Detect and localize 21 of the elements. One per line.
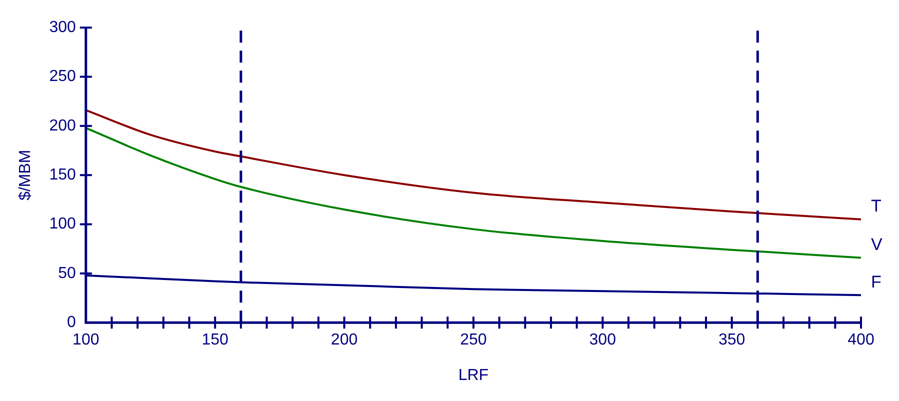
x-tick-label: 300 (589, 332, 616, 349)
x-tick-label: 100 (72, 332, 100, 349)
series-label: F (871, 272, 882, 292)
y-tick-label: 100 (49, 216, 76, 233)
line-series (86, 109, 861, 220)
y-tick-label: 150 (49, 166, 76, 184)
x-tick-label: 250 (460, 332, 487, 349)
line-series (86, 126, 861, 259)
series-label: T (871, 196, 882, 216)
x-axis-title: LRF (458, 366, 489, 384)
y-tick-label: 200 (49, 117, 76, 134)
x-tick-label: 200 (330, 332, 358, 349)
x-tick-label: 350 (718, 332, 746, 349)
y-tick-label: 0 (66, 314, 76, 332)
y-tick-label: 250 (49, 68, 76, 86)
y-axis-title: $/MBM (17, 150, 34, 200)
x-tick-label: 150 (202, 332, 229, 349)
x-tick-label: 400 (848, 332, 874, 349)
series-label: V (871, 234, 883, 254)
y-tick-label: 50 (58, 264, 76, 282)
y-tick-label: 300 (49, 19, 76, 36)
